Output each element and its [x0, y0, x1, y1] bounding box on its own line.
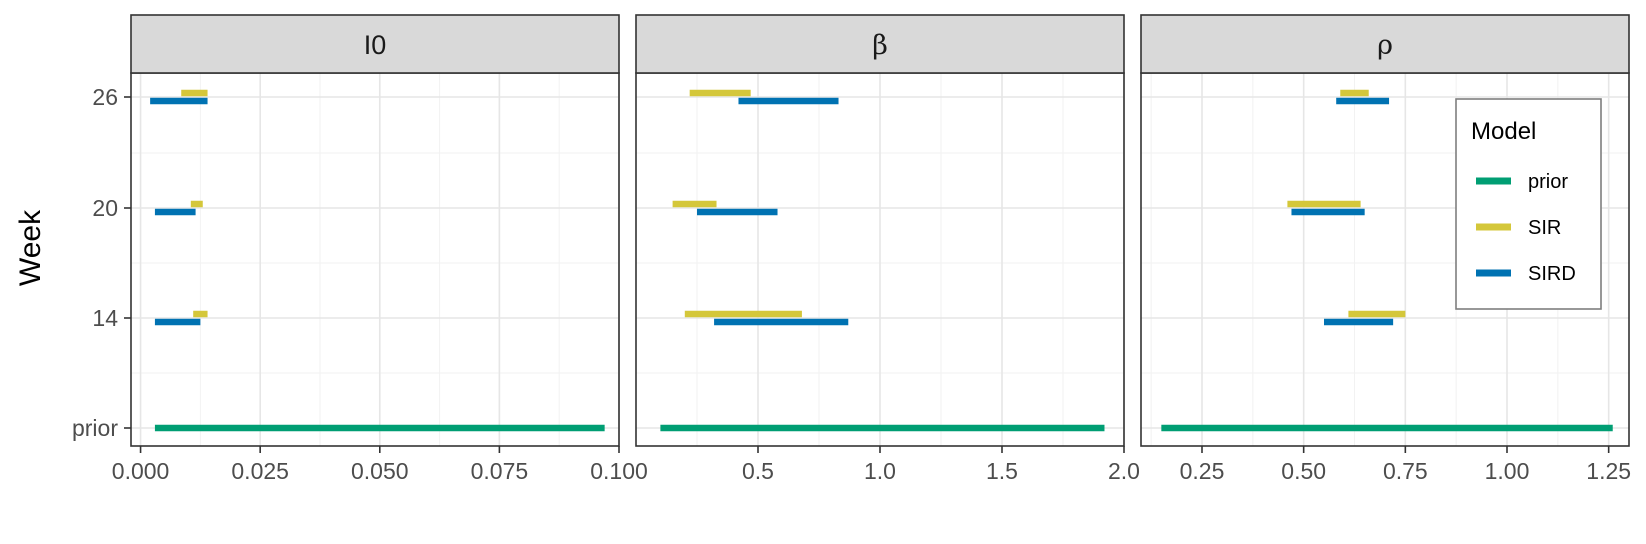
legend-key-sird [1476, 269, 1511, 277]
interval-sir-week-20 [1287, 200, 1361, 208]
facet-strip [130, 14, 620, 74]
x-tick-label: 1.0 [864, 458, 896, 484]
facet-strip [1140, 14, 1630, 74]
facet-panel-1: I0 0.000 0.025 0.050 0.075 0.100 [112, 14, 648, 484]
y-tick-label: prior [72, 415, 118, 441]
x-tick-label: 1.00 [1485, 458, 1530, 484]
facet-panel-2: β 0.5 1.0 1.5 2.0 [635, 14, 1140, 484]
legend-label-sird: SIRD [1528, 263, 1576, 285]
panel-background [131, 73, 619, 446]
interval-sir-week-14 [1348, 310, 1406, 318]
interval-sird-week-26 [738, 97, 839, 105]
interval-sir-week-14 [684, 310, 802, 318]
interval-sird-week-14 [1324, 318, 1394, 326]
legend-key-sir [1476, 223, 1511, 231]
interval-prior-week-prior [1161, 424, 1613, 432]
y-axis: prior 14 20 26 [72, 84, 131, 441]
legend-title: Model [1471, 118, 1536, 145]
interval-sird-week-26 [1336, 97, 1390, 105]
interval-prior-week-prior [660, 424, 1105, 432]
legend: Model prior SIR SIRD [1455, 98, 1602, 310]
y-tick-label: 14 [92, 305, 118, 331]
interval-sir-week-14 [193, 310, 208, 318]
interval-sir-week-26 [181, 89, 208, 97]
x-tick-label: 0.050 [351, 458, 409, 484]
legend-key-prior [1476, 177, 1511, 185]
interval-sir-week-26 [1340, 89, 1369, 97]
facet-strip-label: I0 [364, 30, 387, 60]
facet-strip-label: ρ [1377, 30, 1393, 61]
x-tick-label: 0.075 [471, 458, 529, 484]
interval-sir-week-20 [672, 200, 717, 208]
x-tick-label: 0.100 [590, 458, 648, 484]
x-tick-label: 0.025 [231, 458, 289, 484]
x-tick-label: 0.25 [1180, 458, 1225, 484]
interval-sird-week-14 [714, 318, 849, 326]
interval-sird-week-20 [1291, 208, 1365, 216]
interval-sird-week-20 [154, 208, 196, 216]
legend-label-sir: SIR [1528, 217, 1561, 239]
x-tick-label: 0.50 [1281, 458, 1326, 484]
interval-sird-week-14 [154, 318, 201, 326]
facet-panels: I0 0.000 0.025 0.050 0.075 0.100 β 0.5 1.0 1.5 2.0… [112, 14, 1631, 484]
interval-sir-week-20 [190, 200, 203, 208]
facet-strip-label: β [872, 30, 888, 61]
legend-label-prior: prior [1528, 171, 1568, 193]
y-tick-label: 20 [92, 195, 118, 221]
y-tick-label: 26 [92, 84, 118, 110]
x-tick-label: 1.5 [986, 458, 1018, 484]
x-tick-label: 2.0 [1108, 458, 1140, 484]
y-axis-title: Week [14, 209, 47, 286]
interval-sird-week-20 [697, 208, 778, 216]
interval-sird-week-26 [150, 97, 208, 105]
x-tick-label: 0.000 [112, 458, 170, 484]
x-tick-label: 0.5 [742, 458, 774, 484]
interval-prior-week-prior [154, 424, 605, 432]
facet-strip [635, 14, 1125, 74]
x-tick-label: 0.75 [1383, 458, 1428, 484]
interval-sir-week-26 [689, 89, 751, 97]
x-tick-label: 1.25 [1586, 458, 1631, 484]
